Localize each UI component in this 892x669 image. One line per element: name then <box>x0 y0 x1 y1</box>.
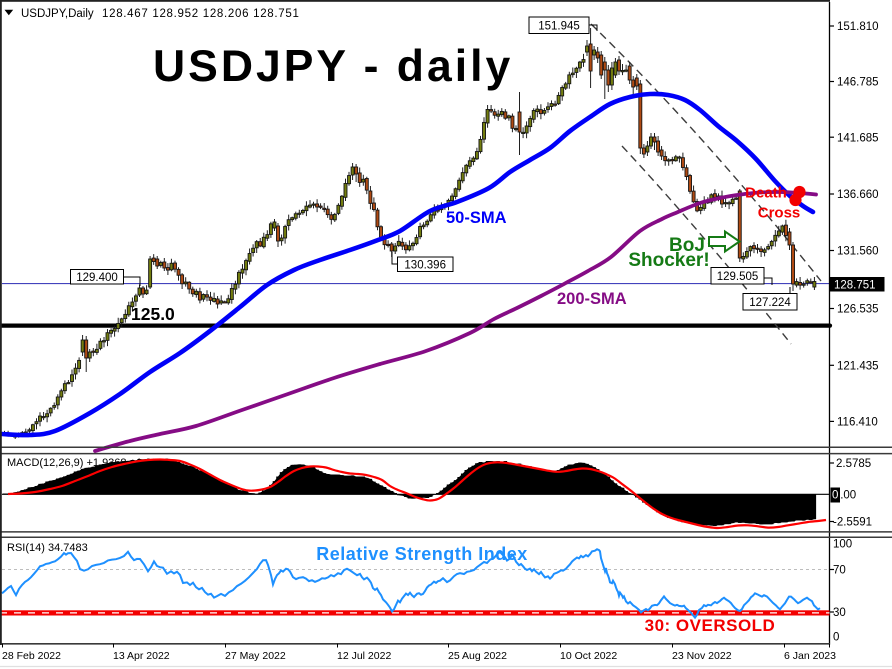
svg-text:30: OVERSOLD: 30: OVERSOLD <box>645 616 776 635</box>
svg-text:2.5785: 2.5785 <box>836 458 871 470</box>
svg-text:RSI(14) 34.7483: RSI(14) 34.7483 <box>7 542 88 554</box>
svg-text:.00: .00 <box>840 490 856 502</box>
svg-text:USDJPY - daily: USDJPY - daily <box>153 42 513 91</box>
svg-text:151.945: 151.945 <box>538 20 580 32</box>
svg-text:USDJPY,Daily: USDJPY,Daily <box>21 8 94 20</box>
svg-text:116.410: 116.410 <box>837 417 878 429</box>
svg-text:25 Aug 2022: 25 Aug 2022 <box>448 650 507 662</box>
svg-text:6 Jan 2023: 6 Jan 2023 <box>784 650 836 662</box>
svg-text:129.400: 129.400 <box>76 272 118 284</box>
svg-text:70: 70 <box>833 565 846 577</box>
svg-text:128.751: 128.751 <box>834 280 876 292</box>
svg-text:146.785: 146.785 <box>837 77 879 89</box>
svg-text:128.467 128.952 128.206 128.75: 128.467 128.952 128.206 128.751 <box>102 8 300 20</box>
svg-text:28 Feb 2022: 28 Feb 2022 <box>2 650 61 662</box>
svg-text:Shocker!: Shocker! <box>628 250 709 271</box>
svg-text:Cross: Cross <box>758 205 801 222</box>
svg-text:30: 30 <box>833 607 846 619</box>
svg-text:100: 100 <box>833 539 852 551</box>
svg-text:10 Oct 2022: 10 Oct 2022 <box>560 650 617 662</box>
svg-text:126.535: 126.535 <box>837 304 879 316</box>
svg-text:130.396: 130.396 <box>404 259 446 271</box>
svg-text:12 Jul 2022: 12 Jul 2022 <box>337 650 391 662</box>
svg-text:50-SMA: 50-SMA <box>446 209 507 227</box>
svg-text:127.224: 127.224 <box>749 297 791 309</box>
svg-text:151.810: 151.810 <box>837 21 879 33</box>
svg-text:129.505: 129.505 <box>717 271 759 283</box>
svg-text:125.0: 125.0 <box>131 304 175 324</box>
svg-text:131.560: 131.560 <box>837 246 879 258</box>
svg-text:200-SMA: 200-SMA <box>557 290 627 308</box>
svg-text:BoJ: BoJ <box>669 235 705 256</box>
svg-text:27 May 2022: 27 May 2022 <box>225 650 286 662</box>
svg-text:23 Nov 2022: 23 Nov 2022 <box>672 650 732 662</box>
svg-text:0: 0 <box>833 632 839 644</box>
svg-text:Relative Strength Index: Relative Strength Index <box>316 544 528 564</box>
svg-text:13 Apr 2022: 13 Apr 2022 <box>113 650 170 662</box>
svg-text:141.685: 141.685 <box>837 132 879 144</box>
svg-text:121.435: 121.435 <box>837 361 879 373</box>
svg-text:136.660: 136.660 <box>837 189 879 201</box>
svg-text:Death: Death <box>745 185 787 202</box>
svg-text:0: 0 <box>832 490 838 502</box>
svg-text:-2.5591: -2.5591 <box>833 517 872 529</box>
